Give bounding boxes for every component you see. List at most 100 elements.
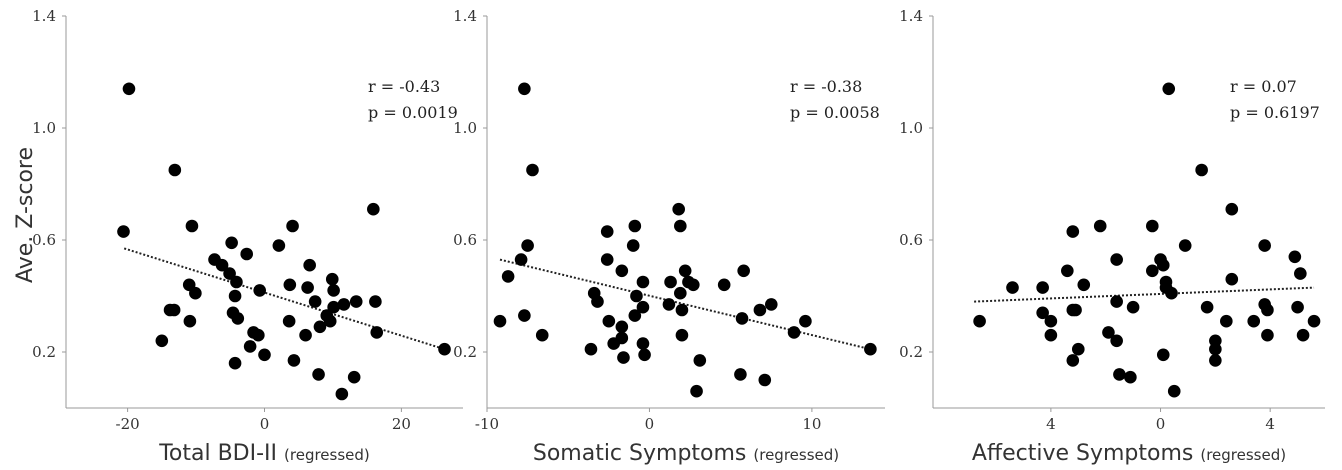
x-axis-note: (regressed)	[284, 446, 370, 464]
data-point	[287, 354, 301, 367]
data-point	[615, 264, 629, 278]
data-point	[1258, 239, 1271, 252]
data-point	[283, 278, 297, 292]
data-point	[228, 356, 242, 370]
data-point	[185, 219, 199, 233]
data-point	[636, 337, 650, 350]
data-point	[438, 342, 451, 356]
data-point	[230, 275, 243, 289]
data-point	[535, 328, 549, 342]
x-axis-note: (regressed)	[753, 446, 839, 464]
data-point	[228, 289, 242, 303]
trend-line	[123, 247, 445, 351]
data-point	[189, 286, 202, 300]
data-point	[737, 264, 750, 278]
data-point	[734, 368, 747, 381]
data-point	[607, 337, 621, 350]
data-point	[1036, 306, 1049, 320]
data-point	[493, 314, 507, 328]
data-point	[272, 239, 286, 252]
data-point	[1006, 281, 1019, 294]
data-point	[183, 314, 197, 328]
data-point	[369, 295, 382, 308]
data-point	[312, 368, 325, 381]
data-point	[636, 300, 650, 314]
data-point	[1307, 314, 1321, 328]
data-point	[521, 239, 534, 252]
y-tick-label: 1.0	[453, 119, 477, 137]
data-point	[1200, 300, 1214, 314]
x-axis-label: Somatic Symptoms (regressed)	[533, 441, 839, 466]
data-point	[735, 312, 749, 325]
data-point	[325, 272, 339, 286]
data-point	[1124, 370, 1137, 384]
p-value: p = 0.6197	[1230, 103, 1320, 122]
data-point	[675, 328, 689, 342]
data-point	[630, 289, 643, 303]
data-point	[286, 219, 299, 233]
y-tick-label: 0.6	[899, 231, 923, 249]
data-point	[501, 270, 515, 283]
data-point	[1061, 264, 1074, 278]
data-point	[1110, 295, 1123, 308]
data-point	[600, 253, 614, 266]
y-tick-label: 1.4	[899, 7, 923, 25]
data-point	[1066, 354, 1080, 367]
trend-line	[974, 286, 1315, 303]
data-point	[682, 275, 695, 289]
data-point	[231, 312, 245, 325]
y-tick-label: 0.6	[453, 231, 477, 249]
data-point	[308, 295, 322, 308]
data-point	[1165, 286, 1178, 300]
x-tick-label: 0	[645, 415, 655, 433]
data-point	[163, 303, 177, 317]
data-point	[662, 298, 676, 311]
data-point	[678, 264, 692, 278]
correlation-r: r = -0.38	[790, 77, 862, 96]
data-point	[1288, 250, 1302, 264]
data-point	[1146, 264, 1159, 278]
data-point	[973, 314, 986, 328]
chart-panel-1: 1.4 1.0 0.6 0.2 -20 0 20 r = -0.43 p = 0.0019 Tot…	[32, 7, 463, 466]
data-point	[526, 163, 539, 177]
data-point	[1110, 253, 1123, 266]
data-point	[1247, 314, 1261, 328]
y-axis-label: Ave. Z-score	[13, 147, 38, 283]
data-point	[1162, 82, 1176, 96]
y-tick-label: 1.4	[453, 7, 477, 25]
x-tick-label: 10	[802, 415, 821, 433]
data-point	[337, 298, 351, 311]
data-point	[243, 340, 257, 353]
data-point	[674, 286, 687, 300]
data-point	[664, 275, 677, 289]
data-point	[675, 303, 689, 317]
x-axis-title: Total BDI-II	[158, 441, 277, 466]
x-axis-title: Somatic Symptoms	[533, 441, 747, 466]
data-point	[1093, 219, 1107, 233]
data-point	[1110, 334, 1123, 348]
data-point	[1156, 348, 1170, 362]
x-tick-label: -20	[116, 415, 140, 433]
data-point	[225, 236, 238, 250]
trend-line	[499, 258, 871, 351]
chart-panel-2: 1.4 1.0 0.6 0.2 -10 0 10 r = -0.38 p = 0.0058 Som…	[453, 7, 885, 466]
data-point	[717, 278, 731, 292]
data-point	[1294, 267, 1307, 280]
data-point	[1044, 314, 1058, 328]
y-tick-label: 1.4	[32, 7, 56, 25]
data-point	[327, 284, 340, 297]
x-tick-label: 20	[392, 415, 411, 433]
data-point	[591, 295, 604, 308]
data-point	[615, 320, 629, 334]
data-point	[764, 298, 778, 311]
data-point	[799, 314, 812, 328]
data-point	[117, 225, 130, 238]
data-point	[600, 225, 614, 238]
data-point	[349, 295, 363, 308]
data-point	[1066, 225, 1080, 238]
y-tick-label: 0.2	[32, 343, 56, 361]
x-axis-label: Affective Symptoms (regressed)	[972, 441, 1286, 466]
data-point	[335, 387, 349, 401]
data-point	[584, 342, 598, 356]
